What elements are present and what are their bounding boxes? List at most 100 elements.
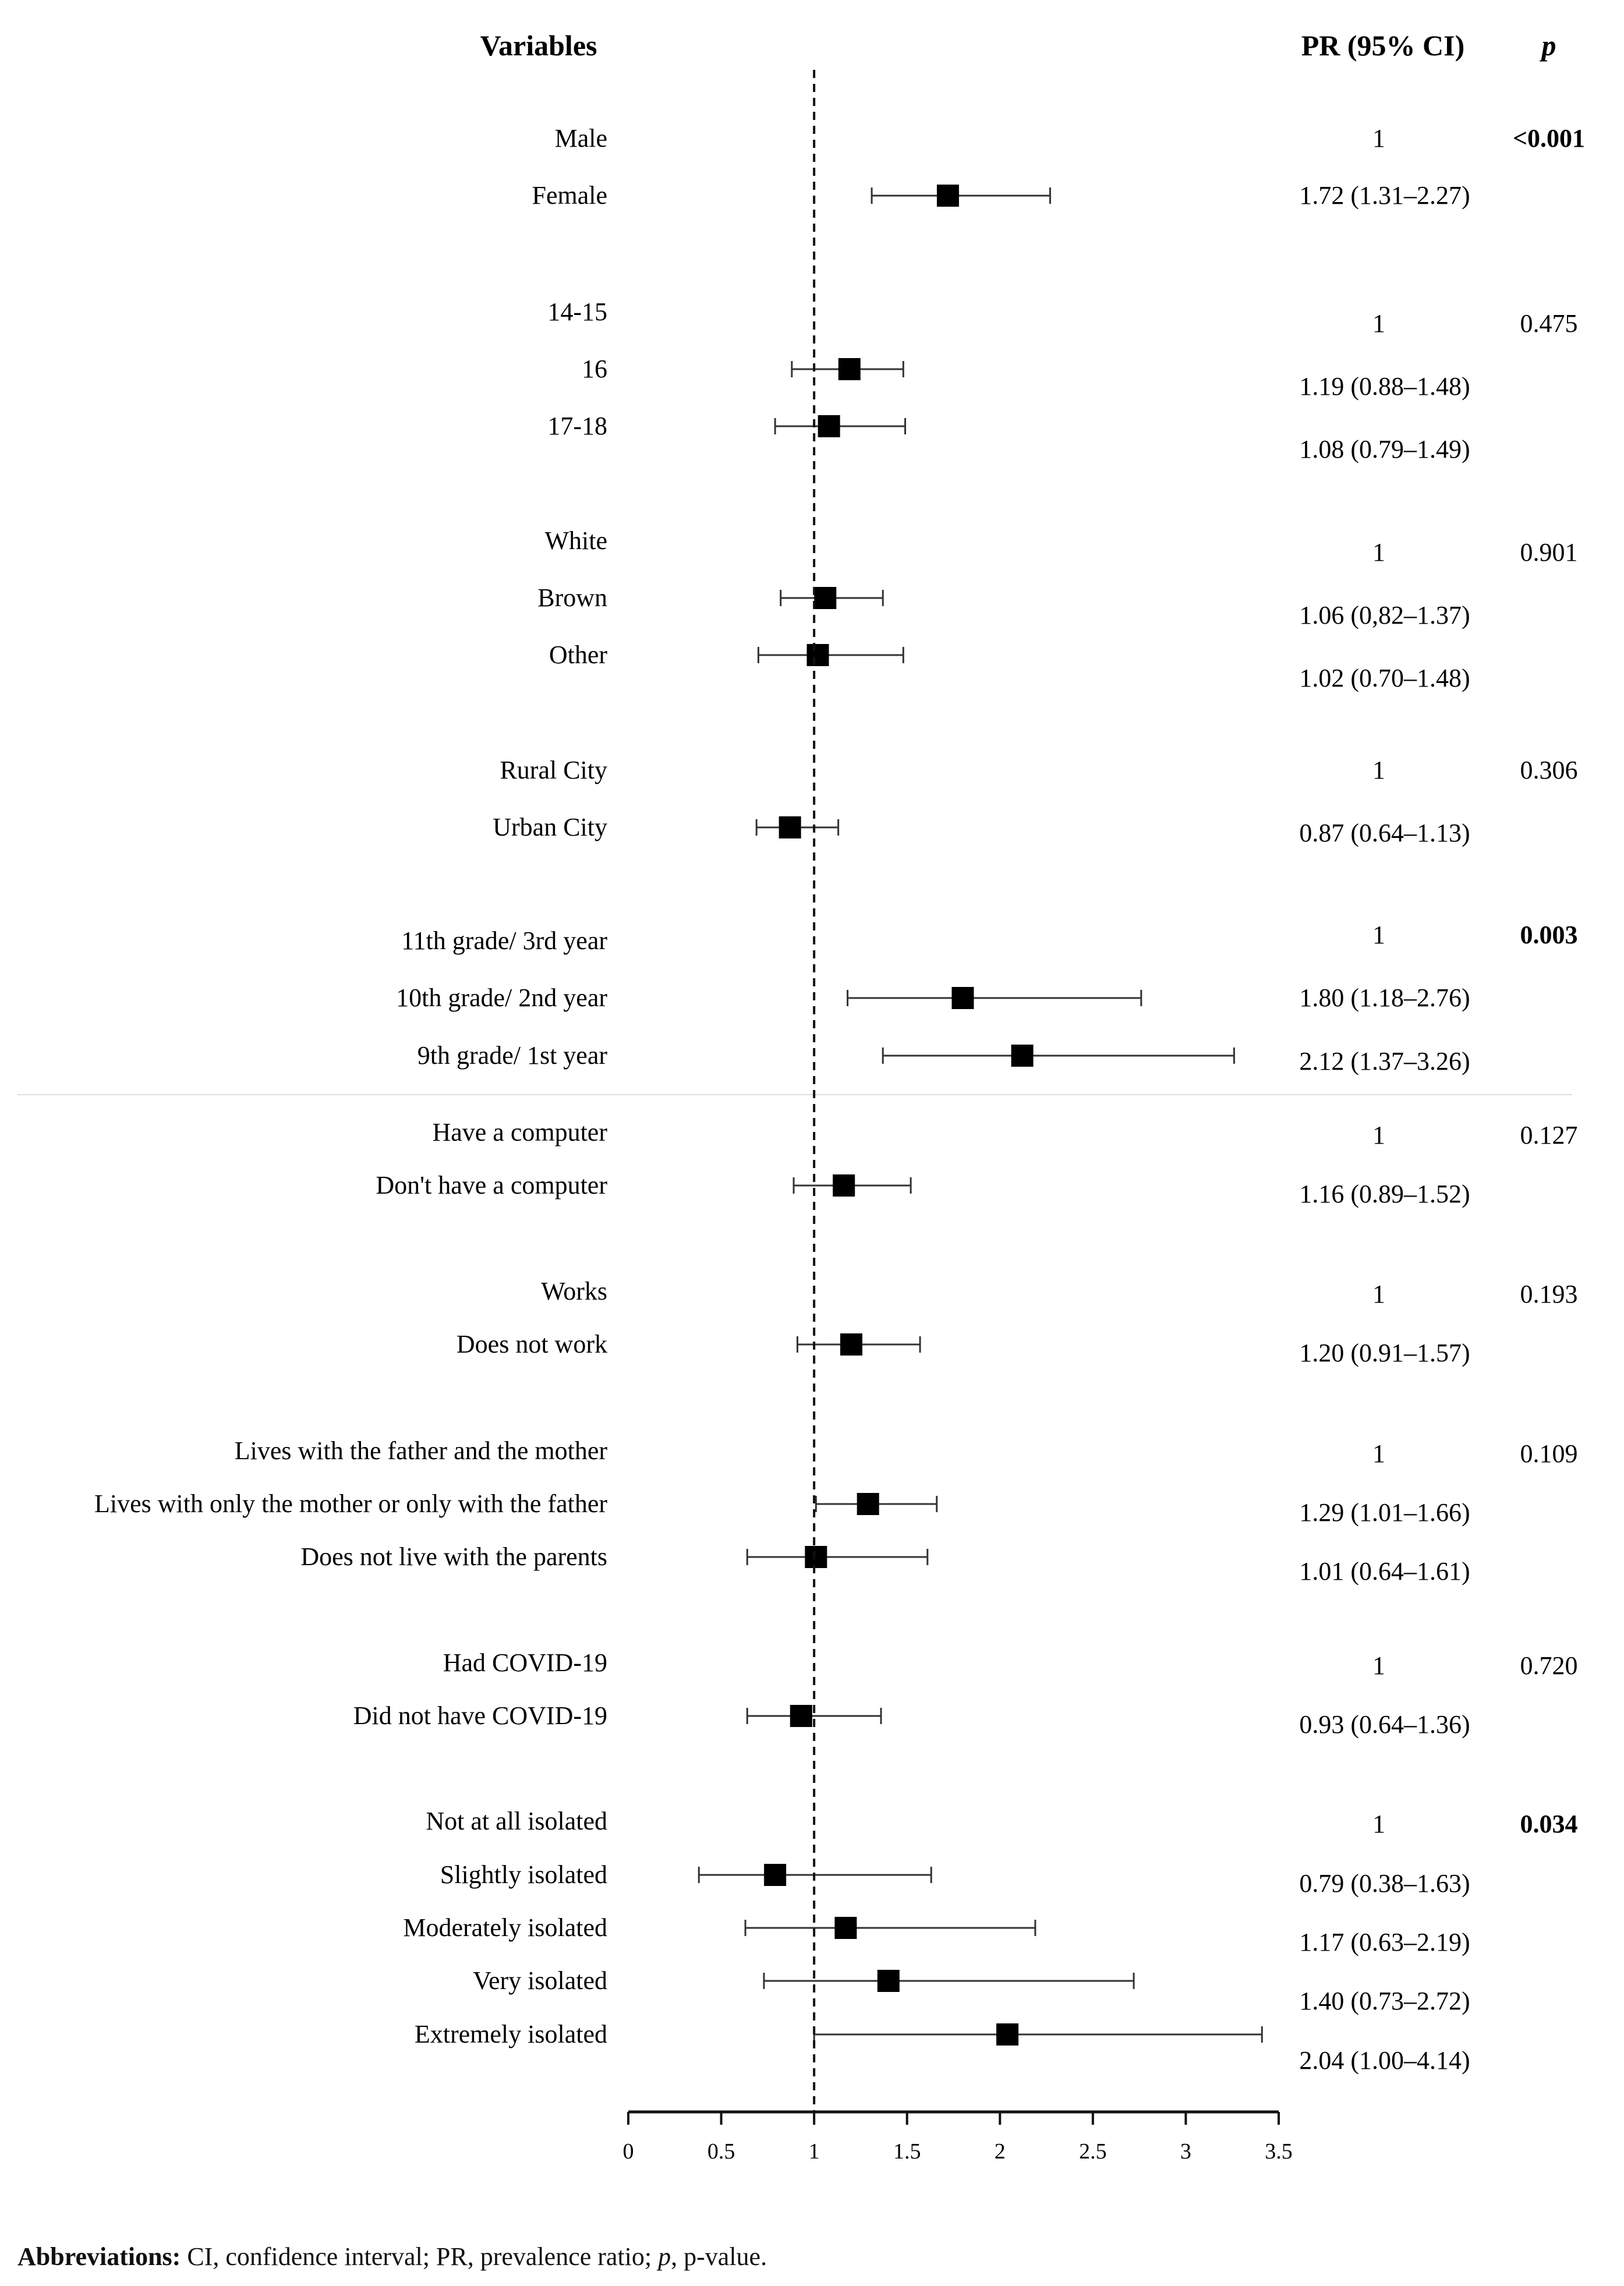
row-label: 16: [582, 355, 607, 383]
row-label: Don't have a computer: [376, 1171, 607, 1199]
row-label: Urban City: [493, 813, 607, 841]
row-label: Brown: [537, 583, 607, 612]
x-tick-label: 3: [1180, 2139, 1191, 2164]
group-p-value: 0.306: [1520, 756, 1578, 784]
row-label: 11th grade/ 3rd year: [401, 926, 607, 955]
pr-ci-value: 1: [1372, 1439, 1385, 1468]
x-tick-label: 1: [809, 2139, 820, 2164]
row-label: Have a computer: [432, 1118, 607, 1146]
x-tick-label: 2.5: [1079, 2139, 1107, 2164]
x-tick-label: 0.5: [707, 2139, 735, 2164]
group-p-value: 0.109: [1520, 1439, 1578, 1468]
footnote-text-1: CI, confidence interval; PR, prevalence …: [181, 2242, 659, 2271]
pr-ci-value: 1.08 (0.79–1.49): [1299, 435, 1470, 463]
group-p-value: 0.193: [1520, 1280, 1578, 1308]
row-label: Rural City: [500, 756, 607, 784]
row-label: Male: [555, 124, 607, 153]
point-estimate: [790, 1705, 812, 1727]
point-estimate: [951, 987, 974, 1009]
group-p-value: 0.003: [1520, 921, 1578, 949]
pr-ci-value: 1.72 (1.31–2.27): [1299, 181, 1470, 210]
row-label: Other: [549, 640, 608, 669]
pr-ci-value: 1.19 (0.88–1.48): [1299, 372, 1470, 401]
pr-ci-value: 1.29 (1.01–1.66): [1299, 1498, 1470, 1527]
pr-ci-value: 1.40 (0.73–2.72): [1299, 1987, 1470, 2015]
group-p-value: 0.720: [1520, 1651, 1578, 1680]
point-estimate: [806, 644, 829, 666]
row-label: Female: [532, 181, 607, 210]
row-label: Not at all isolated: [426, 1807, 607, 1835]
point-estimate: [877, 1970, 900, 1992]
footnote-label: Abbreviations:: [17, 2242, 181, 2271]
row-label: Did not have COVID-19: [353, 1701, 607, 1730]
pr-ci-value: 1.16 (0.89–1.52): [1299, 1180, 1470, 1208]
pr-ci-value: 1.02 (0.70–1.48): [1299, 664, 1470, 692]
header-p: p: [1540, 29, 1556, 62]
pr-ci-value: 0.87 (0.64–1.13): [1299, 819, 1470, 847]
group-p-value: 0.034: [1520, 1810, 1578, 1838]
row-label: 9th grade/ 1st year: [418, 1041, 608, 1070]
x-axis: 0 0.5 1 1.5 2 2.5 3 3.5: [623, 70, 1293, 2164]
pr-ci-value: 2.04 (1.00–4.14): [1299, 2046, 1470, 2075]
pr-ci-value: 1: [1372, 538, 1385, 567]
row-label: Very isolated: [473, 1966, 607, 1995]
row-label: Had COVID-19: [443, 1648, 607, 1677]
pr-ci-value: 1: [1372, 1810, 1385, 1838]
pr-ci-value: 1: [1372, 756, 1385, 784]
row-label: 14-15: [547, 298, 607, 326]
point-estimate: [779, 816, 801, 838]
pr-ci-value: 0.93 (0.64–1.36): [1299, 1710, 1470, 1739]
pr-ci-value: 1: [1372, 1651, 1385, 1680]
x-tick-label: 2: [995, 2139, 1006, 2164]
point-estimate: [840, 1333, 862, 1356]
pr-ci-value: 0.79 (0.38–1.63): [1299, 1869, 1470, 1898]
pr-ci-value: 1.80 (1.18–2.76): [1299, 983, 1470, 1012]
pr-ci-value: 1.20 (0.91–1.57): [1299, 1339, 1470, 1367]
rows-layer: <0.001 Male 1 Female 1.72 (1.31–2.27) 0.475 14…: [17, 124, 1585, 2075]
point-estimate: [764, 1864, 787, 1886]
row-label: Slightly isolated: [440, 1860, 607, 1889]
footnote: Abbreviations: CI, confidence interval; …: [17, 2242, 767, 2271]
row-label: Moderately isolated: [403, 1913, 607, 1942]
header-pr-ci: PR (95% CI): [1301, 29, 1465, 62]
point-estimate: [834, 1917, 857, 1939]
point-estimate: [1011, 1045, 1034, 1067]
pr-ci-value: 2.12 (1.37–3.26): [1299, 1047, 1470, 1075]
row-label: Lives with only the mother or only with …: [94, 1489, 607, 1518]
row-label: Does not live with the parents: [300, 1542, 607, 1571]
group-p-value: 0.901: [1520, 538, 1578, 567]
point-estimate: [818, 415, 840, 437]
pr-ci-value: 1.17 (0.63–2.19): [1299, 1928, 1470, 1956]
row-label: Does not work: [457, 1330, 607, 1358]
pr-ci-value: 1.06 (0,82–1.37): [1299, 601, 1470, 629]
group-p-value: 0.127: [1520, 1121, 1578, 1149]
pr-ci-value: 1: [1372, 1280, 1385, 1308]
row-label: Extremely isolated: [415, 2020, 607, 2048]
row-label: 10th grade/ 2nd year: [396, 983, 607, 1012]
footnote-text-2: , p-value.: [671, 2242, 767, 2271]
row-label: Lives with the father and the mother: [235, 1436, 608, 1465]
x-tick-label: 0: [623, 2139, 634, 2164]
row-label: White: [544, 526, 607, 555]
point-estimate: [838, 358, 861, 380]
row-label: Works: [541, 1277, 607, 1305]
point-estimate: [996, 2023, 1019, 2046]
point-estimate: [833, 1174, 855, 1197]
point-estimate: [814, 587, 837, 609]
pr-ci-value: 1: [1372, 921, 1385, 949]
pr-ci-value: 1: [1372, 309, 1385, 338]
header-variables: Variables: [480, 29, 597, 62]
point-estimate: [857, 1493, 879, 1515]
pr-ci-value: 1: [1372, 1121, 1385, 1149]
point-estimate: [936, 185, 959, 207]
group-p-value: <0.001: [1513, 124, 1585, 153]
x-tick-label: 1.5: [893, 2139, 921, 2164]
row-label: 17-18: [547, 412, 607, 440]
footnote-p-italic: p: [658, 2242, 671, 2271]
group-p-value: 0.475: [1520, 309, 1578, 338]
point-estimate: [805, 1546, 827, 1568]
pr-ci-value: 1.01 (0.64–1.61): [1299, 1557, 1470, 1586]
x-tick-label: 3.5: [1265, 2139, 1293, 2164]
pr-ci-value: 1: [1372, 124, 1385, 153]
